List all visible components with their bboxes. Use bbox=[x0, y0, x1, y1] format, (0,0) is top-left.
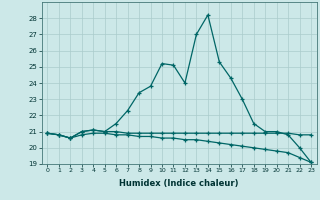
X-axis label: Humidex (Indice chaleur): Humidex (Indice chaleur) bbox=[119, 179, 239, 188]
